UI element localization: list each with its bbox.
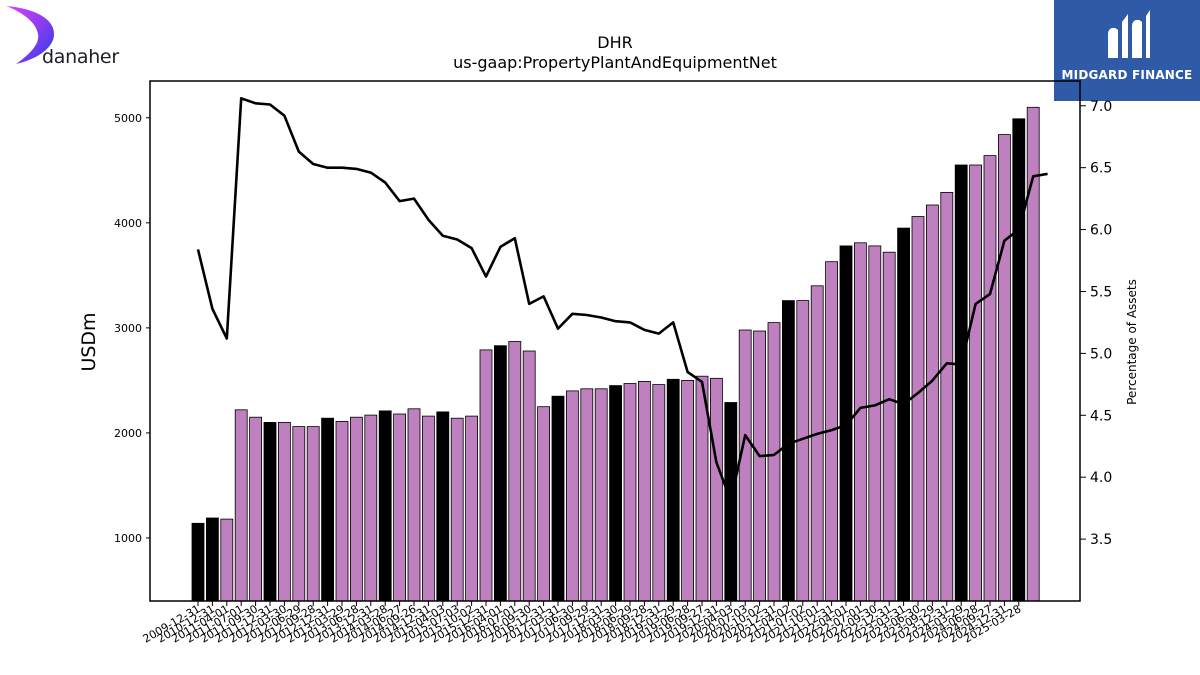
bar — [940, 191, 954, 602]
y2-tick-label: 7.0 — [1090, 99, 1112, 115]
midgard-finance-logo: MIDGARD FINANCE — [1054, 0, 1200, 101]
bar — [393, 413, 407, 602]
bar — [321, 417, 335, 602]
bar — [1012, 118, 1026, 602]
bar — [767, 322, 781, 602]
y-axis-label: USDm — [78, 312, 100, 371]
y-tick-label: 3000 — [114, 322, 142, 335]
bar — [522, 350, 536, 602]
y2-tick-label: 3.5 — [1090, 532, 1112, 548]
bar — [537, 406, 550, 602]
bar — [508, 341, 522, 602]
bar — [911, 216, 925, 602]
bar — [450, 417, 464, 602]
bar — [306, 426, 320, 602]
bar — [551, 395, 565, 602]
bar — [666, 378, 680, 602]
bar — [969, 164, 982, 602]
y2-tick-label: 5.0 — [1090, 346, 1112, 362]
y-tick-label: 1000 — [114, 532, 142, 545]
bar — [594, 388, 608, 602]
y-tick-label: 2000 — [114, 427, 142, 440]
bar — [954, 164, 968, 602]
bar — [998, 134, 1011, 602]
percentage-line — [196, 97, 1048, 503]
bar — [465, 415, 479, 602]
bar — [609, 385, 622, 602]
danaher-wordmark: danaher — [42, 46, 119, 68]
bar — [580, 388, 594, 602]
bar — [926, 204, 939, 602]
bar — [796, 300, 810, 602]
y2-tick-label: 5.5 — [1090, 284, 1112, 300]
bar — [335, 420, 349, 602]
percentage-line-series — [196, 97, 1048, 503]
chart-title: DHR — [597, 33, 632, 52]
bar — [710, 377, 723, 602]
bar — [364, 414, 378, 602]
y2-tick-label: 6.5 — [1090, 161, 1112, 177]
y2-axis-label: Percentage of Assets — [1125, 279, 1139, 405]
midgard-wordmark: MIDGARD FINANCE — [1061, 68, 1193, 82]
bar — [436, 411, 450, 602]
bar — [191, 522, 205, 602]
bar — [566, 390, 579, 602]
bar — [220, 518, 234, 602]
bar — [854, 242, 867, 602]
bar — [249, 416, 263, 602]
bar — [652, 384, 666, 602]
bar — [810, 285, 824, 602]
bar — [493, 345, 507, 602]
bar — [378, 410, 392, 602]
y2-tick-label: 6.0 — [1090, 223, 1112, 239]
bar — [638, 380, 651, 602]
bar — [292, 426, 306, 602]
y2-tick-label: 4.5 — [1090, 408, 1112, 424]
bar — [623, 383, 637, 602]
bar — [983, 155, 997, 602]
bar — [234, 409, 248, 602]
bar — [738, 329, 752, 602]
bar — [421, 415, 435, 602]
bar — [205, 517, 219, 602]
bar — [868, 245, 882, 602]
bar — [263, 421, 277, 602]
bar — [479, 349, 493, 602]
y-tick-label: 5000 — [114, 112, 142, 125]
bar — [753, 330, 766, 602]
bar — [407, 408, 421, 602]
y2-tick-label: 4.0 — [1090, 470, 1112, 486]
bar — [1026, 106, 1040, 602]
bar — [349, 416, 363, 602]
chart-subtitle: us-gaap:PropertyPlantAndEquipmentNet — [453, 53, 777, 72]
midgard-mark-icon — [1108, 10, 1150, 58]
axes: 1000 2000 3000 4000 5000 3.5 4.0 4.5 5.0 5.5 6.0 6.… — [114, 80, 1112, 646]
bar — [681, 379, 694, 602]
y-tick-label: 4000 — [114, 217, 142, 230]
danaher-logo: danaher — [4, 4, 124, 68]
danaher-swoosh-icon — [6, 6, 55, 64]
bar — [782, 300, 795, 602]
bar — [277, 421, 291, 602]
bar — [897, 227, 910, 602]
plot-frame — [149, 80, 1081, 602]
bar-series — [191, 106, 1040, 602]
bar — [882, 251, 896, 602]
